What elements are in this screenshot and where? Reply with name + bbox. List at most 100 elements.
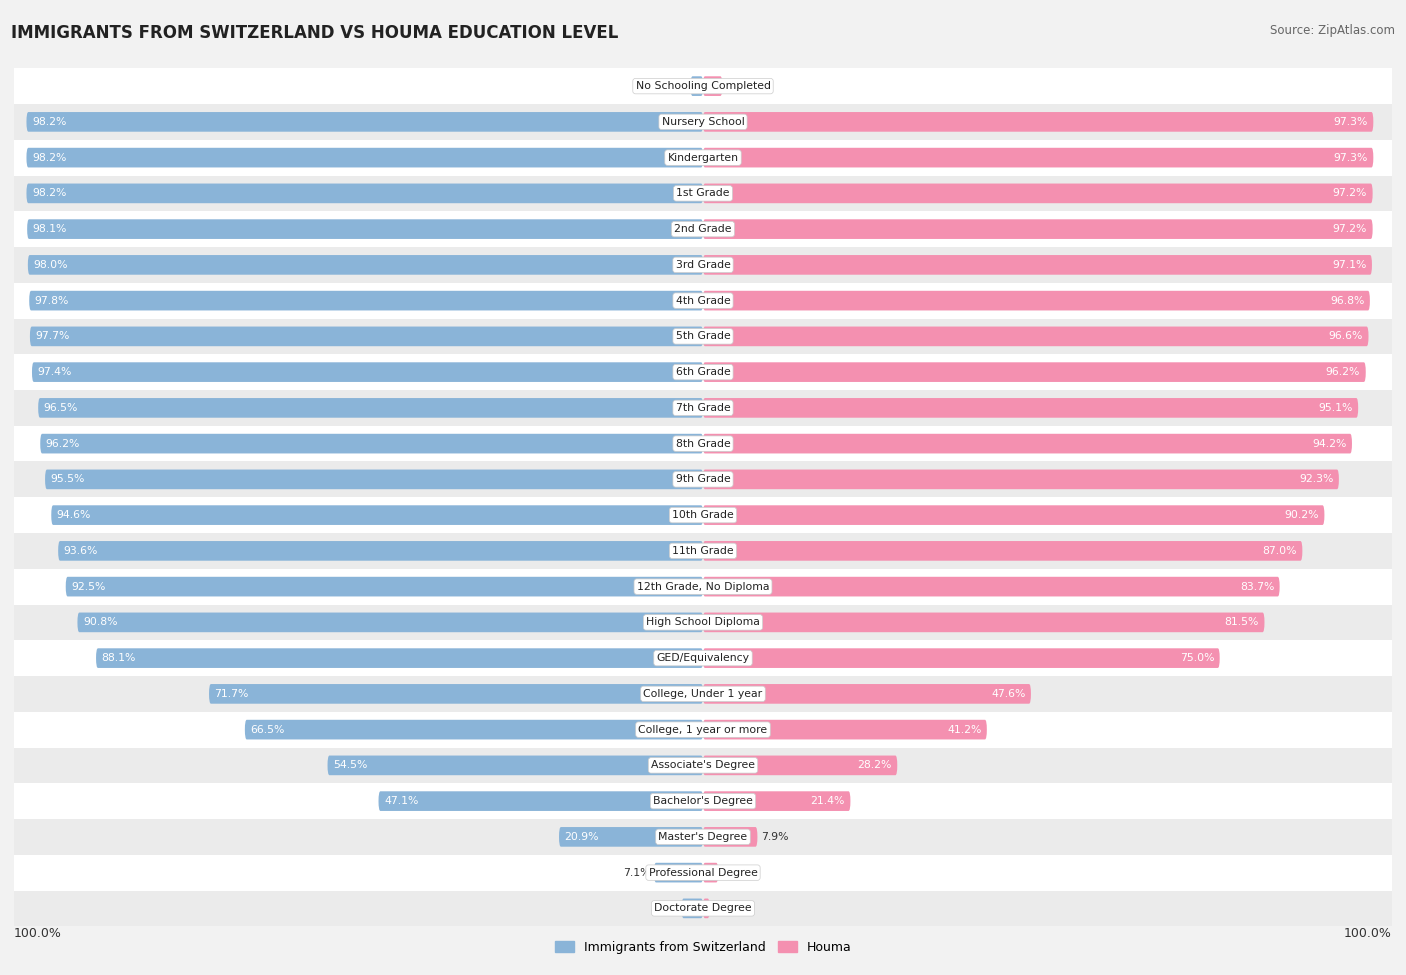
Text: 47.1%: 47.1% bbox=[384, 797, 419, 806]
Text: Nursery School: Nursery School bbox=[662, 117, 744, 127]
Text: Bachelor's Degree: Bachelor's Degree bbox=[652, 797, 754, 806]
Bar bbox=[14, 247, 1392, 283]
Bar bbox=[14, 783, 1392, 819]
Bar bbox=[14, 212, 1392, 247]
Text: 54.5%: 54.5% bbox=[333, 760, 367, 770]
FancyBboxPatch shape bbox=[703, 827, 758, 846]
Text: Source: ZipAtlas.com: Source: ZipAtlas.com bbox=[1270, 24, 1395, 37]
Text: 93.6%: 93.6% bbox=[63, 546, 98, 556]
Text: Professional Degree: Professional Degree bbox=[648, 868, 758, 878]
FancyBboxPatch shape bbox=[703, 612, 1264, 632]
Bar bbox=[14, 533, 1392, 568]
FancyBboxPatch shape bbox=[703, 756, 897, 775]
FancyBboxPatch shape bbox=[27, 112, 703, 132]
FancyBboxPatch shape bbox=[703, 720, 987, 739]
Text: 88.1%: 88.1% bbox=[101, 653, 136, 663]
Text: 2.2%: 2.2% bbox=[721, 868, 749, 878]
FancyBboxPatch shape bbox=[703, 219, 1372, 239]
Text: 90.8%: 90.8% bbox=[83, 617, 118, 627]
Text: 98.2%: 98.2% bbox=[32, 188, 66, 198]
Text: 12th Grade, No Diploma: 12th Grade, No Diploma bbox=[637, 582, 769, 592]
Text: 7th Grade: 7th Grade bbox=[676, 403, 730, 412]
Text: 90.2%: 90.2% bbox=[1285, 510, 1319, 520]
Bar bbox=[14, 390, 1392, 426]
FancyBboxPatch shape bbox=[41, 434, 703, 453]
Text: 4th Grade: 4th Grade bbox=[676, 295, 730, 305]
Text: 97.7%: 97.7% bbox=[35, 332, 70, 341]
Bar bbox=[14, 568, 1392, 604]
FancyBboxPatch shape bbox=[703, 470, 1339, 489]
FancyBboxPatch shape bbox=[690, 76, 703, 96]
Text: 71.7%: 71.7% bbox=[215, 689, 249, 699]
Text: 10th Grade: 10th Grade bbox=[672, 510, 734, 520]
Bar bbox=[14, 283, 1392, 319]
FancyBboxPatch shape bbox=[38, 398, 703, 417]
Bar bbox=[14, 641, 1392, 676]
Text: 98.1%: 98.1% bbox=[32, 224, 67, 234]
Bar bbox=[14, 497, 1392, 533]
FancyBboxPatch shape bbox=[703, 76, 723, 96]
Bar bbox=[14, 712, 1392, 748]
Text: 95.1%: 95.1% bbox=[1319, 403, 1353, 412]
Bar bbox=[14, 748, 1392, 783]
Bar bbox=[14, 68, 1392, 104]
FancyBboxPatch shape bbox=[96, 648, 703, 668]
FancyBboxPatch shape bbox=[245, 720, 703, 739]
Text: 96.2%: 96.2% bbox=[1326, 368, 1360, 377]
FancyBboxPatch shape bbox=[654, 863, 703, 882]
Text: 81.5%: 81.5% bbox=[1225, 617, 1258, 627]
Bar bbox=[14, 819, 1392, 855]
Bar bbox=[14, 319, 1392, 354]
Text: 87.0%: 87.0% bbox=[1263, 546, 1296, 556]
Text: 2.8%: 2.8% bbox=[725, 81, 754, 91]
Text: 75.0%: 75.0% bbox=[1180, 653, 1215, 663]
Text: Doctorate Degree: Doctorate Degree bbox=[654, 904, 752, 914]
Text: 97.3%: 97.3% bbox=[1333, 153, 1368, 163]
FancyBboxPatch shape bbox=[703, 648, 1219, 668]
Text: 98.2%: 98.2% bbox=[32, 153, 66, 163]
Text: 0.96%: 0.96% bbox=[713, 904, 748, 914]
FancyBboxPatch shape bbox=[27, 219, 703, 239]
FancyBboxPatch shape bbox=[703, 327, 1368, 346]
Text: 100.0%: 100.0% bbox=[1344, 927, 1392, 940]
Bar bbox=[14, 890, 1392, 926]
Text: 20.9%: 20.9% bbox=[565, 832, 599, 841]
Text: 21.4%: 21.4% bbox=[810, 797, 845, 806]
FancyBboxPatch shape bbox=[27, 183, 703, 203]
Text: No Schooling Completed: No Schooling Completed bbox=[636, 81, 770, 91]
Text: 1st Grade: 1st Grade bbox=[676, 188, 730, 198]
Text: College, Under 1 year: College, Under 1 year bbox=[644, 689, 762, 699]
Text: 97.2%: 97.2% bbox=[1333, 188, 1367, 198]
Bar bbox=[14, 139, 1392, 176]
FancyBboxPatch shape bbox=[703, 505, 1324, 525]
FancyBboxPatch shape bbox=[703, 899, 710, 918]
Legend: Immigrants from Switzerland, Houma: Immigrants from Switzerland, Houma bbox=[550, 936, 856, 958]
Text: 97.2%: 97.2% bbox=[1333, 224, 1367, 234]
Text: 97.1%: 97.1% bbox=[1331, 260, 1367, 270]
Text: 3rd Grade: 3rd Grade bbox=[675, 260, 731, 270]
FancyBboxPatch shape bbox=[30, 327, 703, 346]
FancyBboxPatch shape bbox=[703, 363, 1365, 382]
FancyBboxPatch shape bbox=[703, 112, 1374, 132]
Text: 28.2%: 28.2% bbox=[858, 760, 891, 770]
Text: IMMIGRANTS FROM SWITZERLAND VS HOUMA EDUCATION LEVEL: IMMIGRANTS FROM SWITZERLAND VS HOUMA EDU… bbox=[11, 24, 619, 42]
Text: 95.5%: 95.5% bbox=[51, 475, 84, 485]
Text: High School Diploma: High School Diploma bbox=[647, 617, 759, 627]
Text: 92.5%: 92.5% bbox=[72, 582, 105, 592]
Text: 96.8%: 96.8% bbox=[1330, 295, 1364, 305]
Text: GED/Equivalency: GED/Equivalency bbox=[657, 653, 749, 663]
Bar bbox=[14, 604, 1392, 641]
Bar bbox=[14, 676, 1392, 712]
Text: Master's Degree: Master's Degree bbox=[658, 832, 748, 841]
FancyBboxPatch shape bbox=[77, 612, 703, 632]
FancyBboxPatch shape bbox=[703, 291, 1369, 310]
Bar bbox=[14, 104, 1392, 139]
FancyBboxPatch shape bbox=[682, 899, 703, 918]
FancyBboxPatch shape bbox=[66, 577, 703, 597]
Bar bbox=[14, 176, 1392, 212]
FancyBboxPatch shape bbox=[703, 434, 1353, 453]
Text: 96.5%: 96.5% bbox=[44, 403, 79, 412]
FancyBboxPatch shape bbox=[58, 541, 703, 561]
Text: 96.2%: 96.2% bbox=[46, 439, 80, 448]
Text: 7.1%: 7.1% bbox=[623, 868, 651, 878]
